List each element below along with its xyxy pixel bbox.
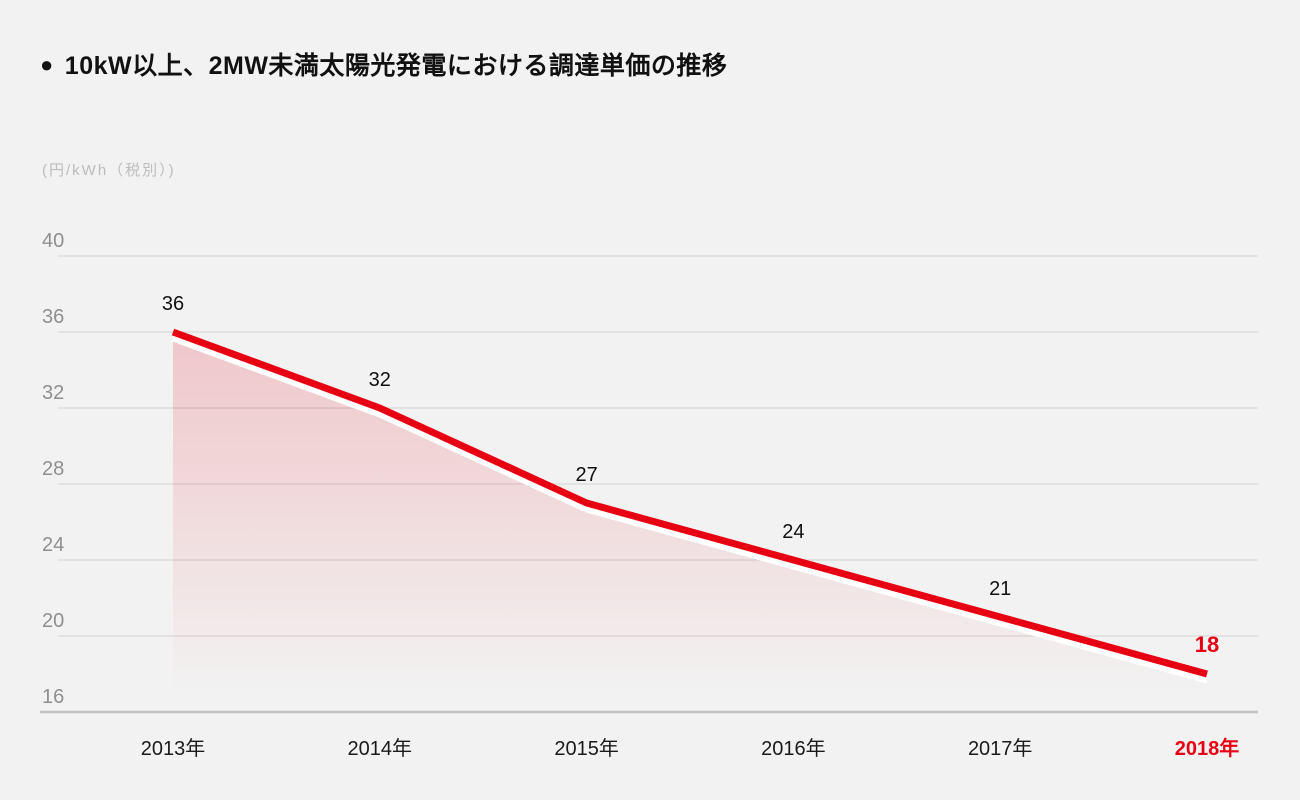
bullet-icon: ● xyxy=(40,52,54,77)
y-tick-label: 20 xyxy=(42,610,64,632)
line-underlight xyxy=(171,335,1208,684)
x-axis-label: 2014年 xyxy=(348,737,413,760)
y-tick-label: 24 xyxy=(42,534,64,556)
area-fill xyxy=(173,341,1207,711)
value-label: 32 xyxy=(369,369,391,391)
value-label: 24 xyxy=(782,521,804,543)
value-label: 36 xyxy=(162,293,184,315)
x-axis-label: 2013年 xyxy=(141,737,206,760)
page-title: ● 10kW以上、2MW未満太陽光発電における調達単価の推移 xyxy=(40,46,727,82)
y-tick-label: 28 xyxy=(42,458,64,480)
y-axis-unit-label: (円/kWh（税別）) xyxy=(42,162,176,179)
page-title-text: 10kW以上、2MW未満太陽光発電における調達単価の推移 xyxy=(64,52,728,80)
x-axis-label: 2016年 xyxy=(761,737,826,760)
y-tick-label: 40 xyxy=(42,230,64,252)
value-label: 18 xyxy=(1195,632,1219,657)
x-axis-label: 2018年 xyxy=(1175,736,1240,760)
value-label: 21 xyxy=(989,578,1011,600)
y-tick-label: 16 xyxy=(42,686,64,708)
x-axis-label: 2015年 xyxy=(554,737,619,760)
value-label: 27 xyxy=(575,464,597,486)
price-line xyxy=(171,328,1208,678)
y-tick-label: 32 xyxy=(42,382,64,404)
y-tick-label: 36 xyxy=(42,306,64,328)
x-axis-label: 2017年 xyxy=(968,737,1033,760)
